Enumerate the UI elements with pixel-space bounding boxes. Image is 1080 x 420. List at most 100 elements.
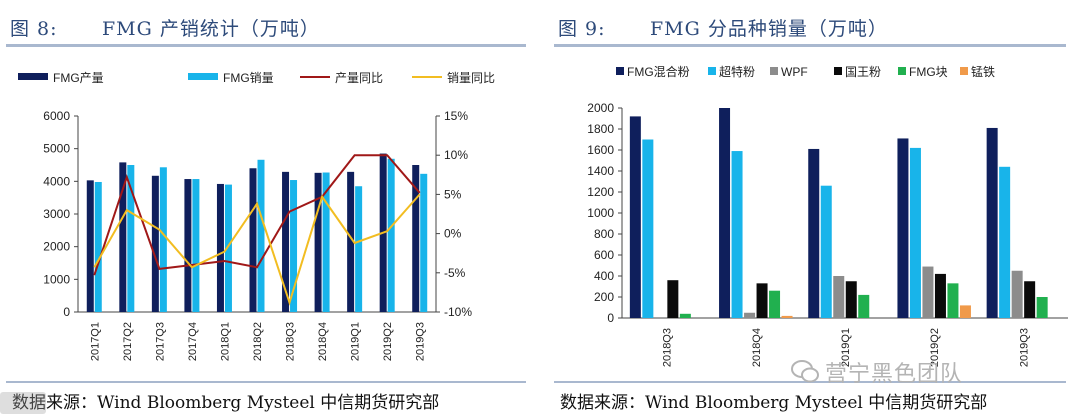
bar-FMG销量-2018Q1 xyxy=(224,184,232,312)
y-tick-label: 2000 xyxy=(43,240,70,254)
y-tick-label: 400 xyxy=(594,269,614,283)
legend-swatch-FMG块 xyxy=(898,67,906,75)
bar-国王粉-2018Q3 xyxy=(667,280,679,318)
left-figure-title: 图 8: FMG 产销统计（万吨） xyxy=(10,14,320,41)
y-tick-label: 1000 xyxy=(587,206,614,220)
x-tick-label: 2018Q4 xyxy=(751,328,763,367)
bar-FMG销量-2018Q2 xyxy=(257,159,265,312)
y-tick-label: 6000 xyxy=(43,109,70,123)
y-tick-label: 0 xyxy=(607,311,614,325)
bar-FMG销量-2017Q2 xyxy=(127,165,135,312)
left-source-rule xyxy=(6,381,526,383)
bar-FMG销量-2018Q4 xyxy=(322,172,330,312)
legend-swatch-FMG产量 xyxy=(18,73,48,80)
x-tick-label: 2019Q3 xyxy=(1018,328,1030,367)
bar-FMG产量-2017Q2 xyxy=(119,162,127,312)
x-tick-label: 2019Q2 xyxy=(382,322,394,361)
bar-FMG产量-2018Q4 xyxy=(314,172,322,312)
y2-tick-label: 5% xyxy=(444,187,462,201)
bar-FMG产量-2017Q1 xyxy=(86,180,94,312)
product-sales-chart: FMG混合粉 超特粉 WPF 国王粉 FMG块 锰铁 0 200 400 600 800 1000 12… xyxy=(587,64,1068,367)
bar-国王粉-2018Q4 xyxy=(756,283,768,318)
y-tick-label: 2000 xyxy=(587,101,614,115)
legend-label-FMG产量: FMG产量 xyxy=(53,71,104,85)
legend-label-锰铁: 锰铁 xyxy=(971,64,995,79)
y2-tick-label: -10% xyxy=(444,305,472,319)
y-tick-label: 200 xyxy=(594,290,614,304)
line-series-销量同比 xyxy=(93,193,421,306)
bar-FMG产量-2019Q3 xyxy=(412,165,420,312)
x-tick-label: 2019Q3 xyxy=(415,322,427,361)
bar-超特粉-2018Q4 xyxy=(731,151,743,318)
x-tick-label: 2019Q1 xyxy=(350,322,362,361)
x-tick-label: 2018Q3 xyxy=(285,322,297,361)
x-tick-label: 2018Q4 xyxy=(317,322,329,361)
bar-FMG产量-2019Q1 xyxy=(347,171,355,312)
x-tick-label: 2017Q4 xyxy=(187,322,199,361)
bar-FMG销量-2019Q1 xyxy=(355,186,363,312)
watermark-blur xyxy=(0,392,46,414)
legend-label-WPF: WPF xyxy=(781,65,808,79)
bar-FMG产量-2018Q2 xyxy=(249,168,257,312)
legend-label-FMG块: FMG块 xyxy=(909,65,948,79)
bar-FMG混合粉-2018Q4 xyxy=(719,108,731,318)
legend-swatch-超特粉 xyxy=(708,67,716,75)
bar-WPF-2019Q1 xyxy=(833,276,845,318)
y2-tick-label: -5% xyxy=(444,266,466,280)
bar-FMG混合粉-2018Q3 xyxy=(629,116,641,319)
y-tick-label: 3000 xyxy=(43,207,70,221)
bar-FMG产量-2018Q1 xyxy=(216,183,224,312)
x-tick-label: 2018Q1 xyxy=(219,322,231,361)
wechat-icon xyxy=(791,360,819,383)
left-figure-panel: 图 8: FMG 产销统计（万吨） FMG产量 FMG销量 产量同比 销量同比 0 1000… xyxy=(6,14,526,413)
production-sales-chart: FMG产量 FMG销量 产量同比 销量同比 0 1000 2000 3000 4000 5000 6… xyxy=(18,71,495,361)
right-figure-title: 图 9: FMG 分品种销量（万吨） xyxy=(558,14,888,41)
legend-swatch-FMG混合粉 xyxy=(616,67,624,75)
y-tick-label: 0 xyxy=(63,305,70,319)
legend-label-超特粉: 超特粉 xyxy=(719,64,755,79)
legend-swatch-国王粉 xyxy=(834,67,842,75)
bar-FMG销量-2019Q2 xyxy=(387,158,395,312)
left-source-note: 数据来源：Wind Bloomberg Mysteel 中信期货研究部 xyxy=(12,393,440,413)
bar-FMG混合粉-2019Q2 xyxy=(897,138,909,318)
bar-FMG产量-2017Q3 xyxy=(151,175,159,312)
left-title-rule xyxy=(6,44,526,47)
y-tick-label: 5000 xyxy=(43,142,70,156)
y2-tick-label: 15% xyxy=(444,109,468,123)
bar-FMG块-2018Q4 xyxy=(769,290,781,318)
bar-FMG混合粉-2019Q1 xyxy=(808,148,820,318)
bar-国王粉-2019Q1 xyxy=(845,281,857,318)
x-tick-label: 2018Q2 xyxy=(252,322,264,361)
bar-FMG销量-2019Q3 xyxy=(420,173,428,312)
legend-swatch-WPF xyxy=(770,67,778,75)
bar-FMG产量-2017Q4 xyxy=(184,179,192,312)
bar-FMG产量-2018Q3 xyxy=(282,171,290,312)
legend-swatch-FMG销量 xyxy=(188,73,218,80)
bar-超特粉-2019Q2 xyxy=(909,147,921,318)
y-tick-label: 1400 xyxy=(587,164,614,178)
y-tick-label: 800 xyxy=(594,227,614,241)
bar-FMG销量-2017Q1 xyxy=(94,181,102,312)
legend-label-销量同比: 销量同比 xyxy=(447,71,495,85)
x-tick-label: 2017Q1 xyxy=(89,322,101,361)
left-figure-label: 图 8: xyxy=(10,18,58,40)
bar-国王粉-2019Q2 xyxy=(934,273,946,318)
legend-swatch-锰铁 xyxy=(960,67,968,75)
x-tick-label: 2017Q3 xyxy=(154,322,166,361)
bar-国王粉-2019Q3 xyxy=(1024,281,1036,318)
left-figure-title-text: FMG 产销统计（万吨） xyxy=(102,18,320,40)
bar-超特粉-2019Q3 xyxy=(999,166,1011,318)
bar-锰铁-2019Q2 xyxy=(959,305,971,318)
legend-label-国王粉: 国王粉 xyxy=(845,65,881,79)
right-source-note: 数据来源：Wind Bloomberg Mysteel 中信期货研究部 xyxy=(560,393,988,413)
bar-FMG销量-2017Q4 xyxy=(192,179,200,312)
x-tick-label: 2018Q3 xyxy=(662,328,674,367)
bar-FMG块-2019Q2 xyxy=(947,283,959,318)
bar-超特粉-2018Q3 xyxy=(642,139,654,318)
right-title-rule xyxy=(554,44,1066,47)
legend-label-FMG销量: FMG销量 xyxy=(223,71,274,85)
y-tick-label: 600 xyxy=(594,248,614,262)
y2-tick-label: 10% xyxy=(444,148,468,162)
bar-FMG块-2019Q3 xyxy=(1036,297,1048,318)
y-tick-label: 1200 xyxy=(587,185,614,199)
